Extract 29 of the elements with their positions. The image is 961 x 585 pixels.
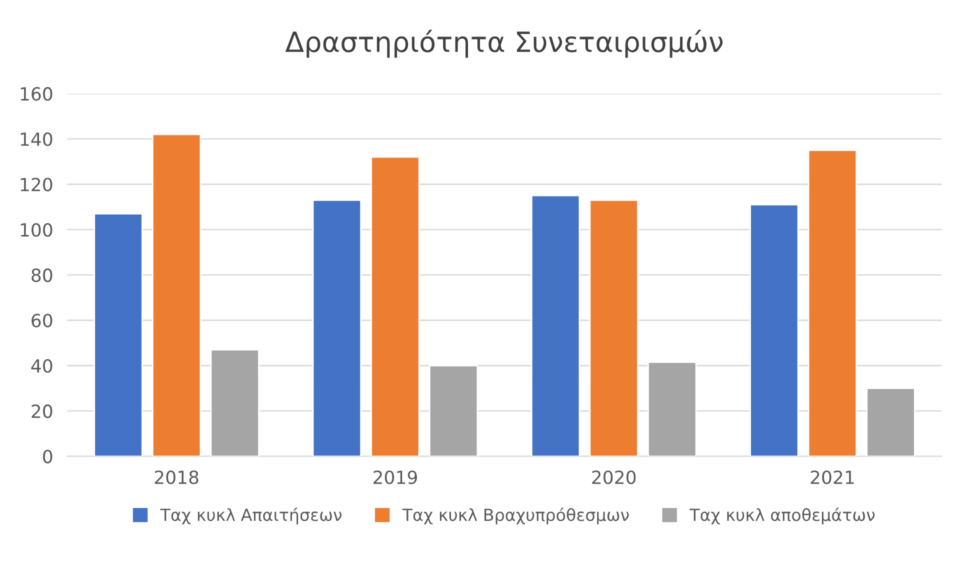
bar: [808, 150, 858, 456]
y-tick-label: 120: [20, 178, 52, 192]
bar: [210, 349, 260, 456]
bar: [866, 388, 916, 456]
y-tick-label: 40: [31, 359, 52, 373]
y-tick-label: 0: [43, 450, 52, 464]
bar: [152, 134, 202, 456]
bar: [648, 362, 697, 456]
bar: [530, 194, 580, 456]
bar: [370, 156, 420, 456]
y-tick-label: 60: [32, 314, 52, 328]
bar: [94, 213, 143, 456]
x-tick-label: 2019: [374, 470, 417, 484]
x-tick-label: 2018: [154, 470, 198, 484]
chart-title: Δραστηριότητα Συνεταιρισμών: [285, 30, 723, 58]
legend-label: Ταχ κυκλ Βραχυπρόθεσμων: [402, 508, 629, 524]
x-tick-label: 2021: [810, 470, 854, 484]
bar: [312, 199, 362, 456]
bar: [589, 199, 638, 456]
bar: [750, 204, 799, 456]
y-tick-label: 20: [32, 404, 52, 418]
legend-label: Ταχ κυκλ αποθεμάτων: [690, 508, 875, 524]
y-tick-label: 100: [20, 223, 52, 237]
y-tick-label: 140: [20, 132, 52, 146]
legend-label: Ταχ κυκλ Απαιτήσεων: [160, 508, 342, 524]
x-tick-label: 2020: [592, 470, 636, 484]
bar: [428, 364, 478, 456]
y-tick-label: 80: [32, 268, 52, 282]
y-tick-label: 160: [20, 87, 52, 101]
